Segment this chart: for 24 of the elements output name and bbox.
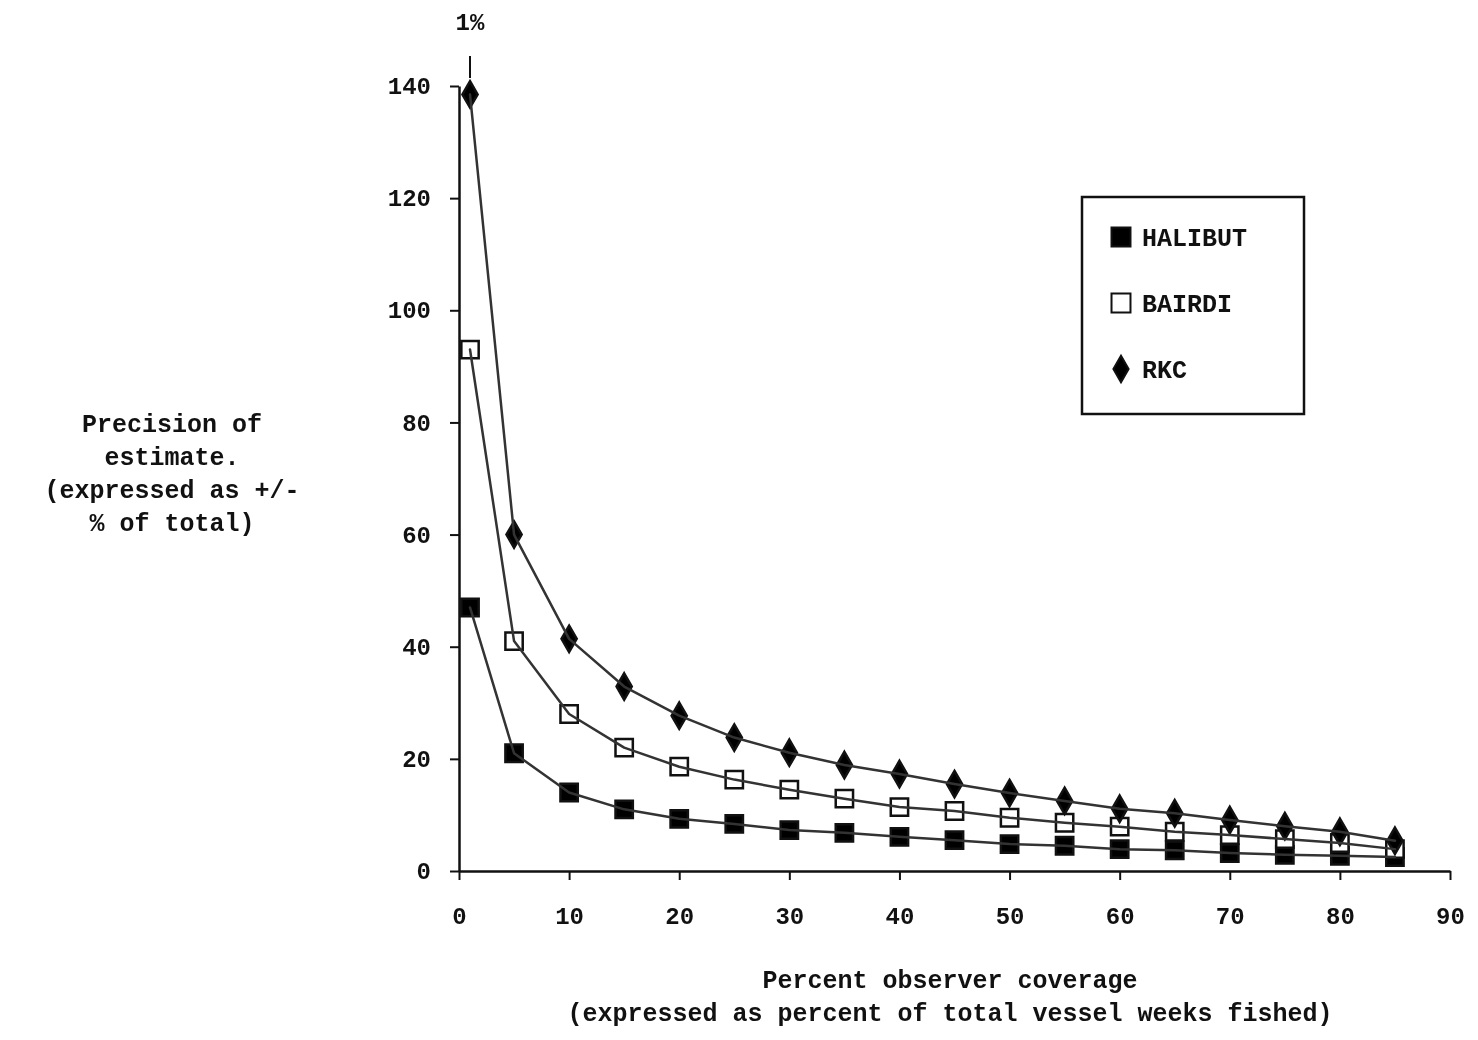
x-tick-label: 0 bbox=[452, 904, 467, 932]
y-tick-label: 20 bbox=[402, 747, 431, 775]
legend-label: RKC bbox=[1142, 357, 1188, 386]
x-tick-label: 70 bbox=[1215, 904, 1245, 932]
y-tick-label: 100 bbox=[387, 298, 431, 326]
x-tick-label: 80 bbox=[1325, 904, 1355, 932]
y-tick-label: 80 bbox=[402, 410, 431, 438]
x-tick-label: 30 bbox=[775, 904, 805, 932]
y-tick-label: 120 bbox=[387, 186, 431, 214]
y-axis-title: Precision of estimate. (expressed as +/- % of total) bbox=[44, 411, 300, 539]
legend-label: BAIRDI bbox=[1142, 291, 1233, 320]
legend-label: HALIBUT bbox=[1142, 225, 1248, 254]
x-tick-label: 60 bbox=[1105, 904, 1135, 932]
x-axis-title: Percent observer coverage (expressed as percent of total vessel weeks fished) bbox=[567, 967, 1333, 1029]
y-tick-label: 0 bbox=[416, 859, 431, 887]
x-tick-label: 40 bbox=[885, 904, 915, 932]
y-tick-label: 140 bbox=[387, 74, 431, 102]
x-tick-label: 20 bbox=[665, 904, 695, 932]
annotation: 1% bbox=[455, 10, 486, 37]
y-tick-label: 40 bbox=[402, 634, 431, 662]
x-tick-label: 10 bbox=[555, 904, 585, 932]
x-tick-label: 50 bbox=[995, 904, 1025, 932]
y-tick-label: 60 bbox=[402, 522, 431, 550]
x-tick-label: 90 bbox=[1436, 904, 1465, 932]
